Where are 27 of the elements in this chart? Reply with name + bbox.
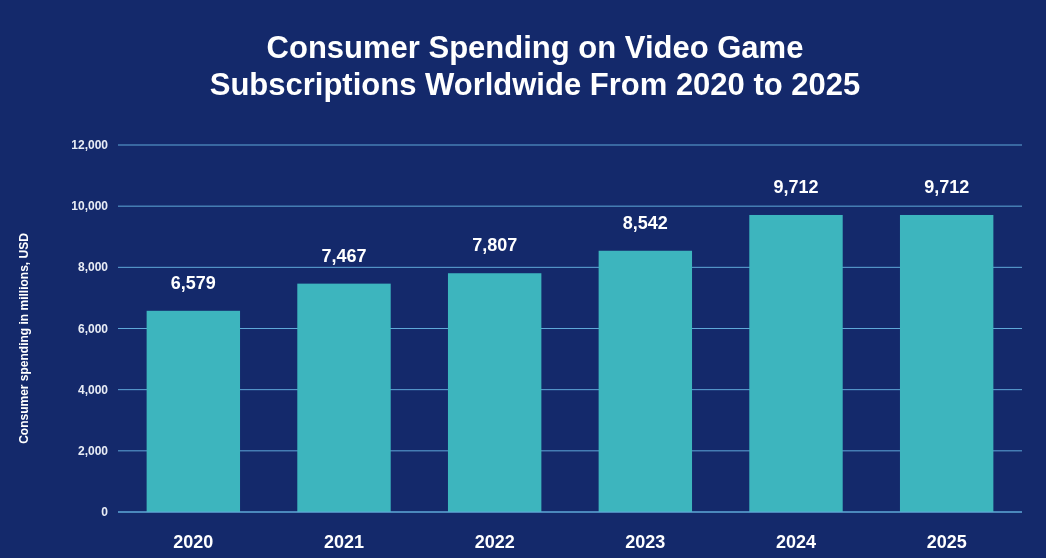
bar: [297, 283, 391, 512]
data-label: 6,579: [170, 272, 216, 293]
x-tick-label: 2022: [474, 532, 515, 552]
y-tick-label: 8,000: [77, 260, 109, 275]
x-tick-label: 2023: [625, 532, 666, 552]
data-label: 9,712: [924, 176, 970, 197]
y-tick-label: 10,000: [71, 199, 109, 214]
bar: [598, 250, 693, 512]
x-tick-label: 2024: [775, 532, 817, 552]
y-tick-label: 6,000: [77, 321, 109, 336]
bar: [447, 273, 542, 512]
data-label: 8,542: [622, 212, 668, 233]
bar: [749, 214, 843, 512]
bar: [899, 214, 994, 512]
y-tick-label: 4,000: [77, 382, 109, 397]
x-tick-label: 2021: [323, 532, 365, 552]
y-tick-label: 0: [101, 505, 109, 519]
x-tick-label: 2025: [926, 532, 967, 552]
x-tick-label: 2020: [173, 532, 214, 552]
data-label: 9,712: [773, 176, 819, 197]
y-axis-title: Consumer spending in millions, USD: [17, 232, 31, 444]
chart-title: Consumer Spending on Video Game Subscriptions Worldwide From 2020 to 2025: [209, 30, 861, 102]
y-tick-label: 12,000: [71, 138, 109, 152]
data-label: 7,467: [321, 245, 367, 266]
data-label: 7,807: [472, 235, 518, 256]
y-tick-label: 2,000: [77, 443, 109, 458]
bar: [146, 310, 241, 512]
